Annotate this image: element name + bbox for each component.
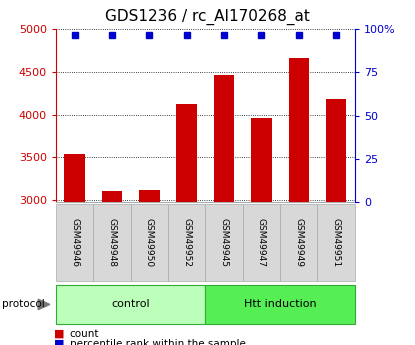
Text: GSM49950: GSM49950 (145, 218, 154, 267)
Text: protocol: protocol (2, 299, 45, 309)
Bar (102, 191, 122, 345)
Text: GSM49946: GSM49946 (70, 218, 79, 267)
Text: GSM49949: GSM49949 (294, 218, 303, 267)
Bar (251, 118, 272, 345)
Text: Htt induction: Htt induction (244, 299, 317, 309)
Text: percentile rank within the sample: percentile rank within the sample (70, 339, 246, 345)
Text: count: count (70, 329, 99, 339)
Text: GSM49948: GSM49948 (107, 218, 117, 267)
Bar (288, 58, 309, 345)
Bar (214, 76, 234, 345)
Text: ■: ■ (54, 339, 64, 345)
Text: GSM49952: GSM49952 (182, 218, 191, 267)
Text: ■: ■ (54, 329, 64, 339)
Bar (139, 190, 160, 345)
Text: GDS1236 / rc_AI170268_at: GDS1236 / rc_AI170268_at (105, 9, 310, 25)
Bar (64, 154, 85, 345)
Bar (176, 105, 197, 345)
Bar (326, 99, 347, 345)
Text: control: control (111, 299, 150, 309)
Text: GSM49947: GSM49947 (257, 218, 266, 267)
Text: GSM49945: GSM49945 (220, 218, 229, 267)
Text: GSM49951: GSM49951 (332, 218, 341, 267)
